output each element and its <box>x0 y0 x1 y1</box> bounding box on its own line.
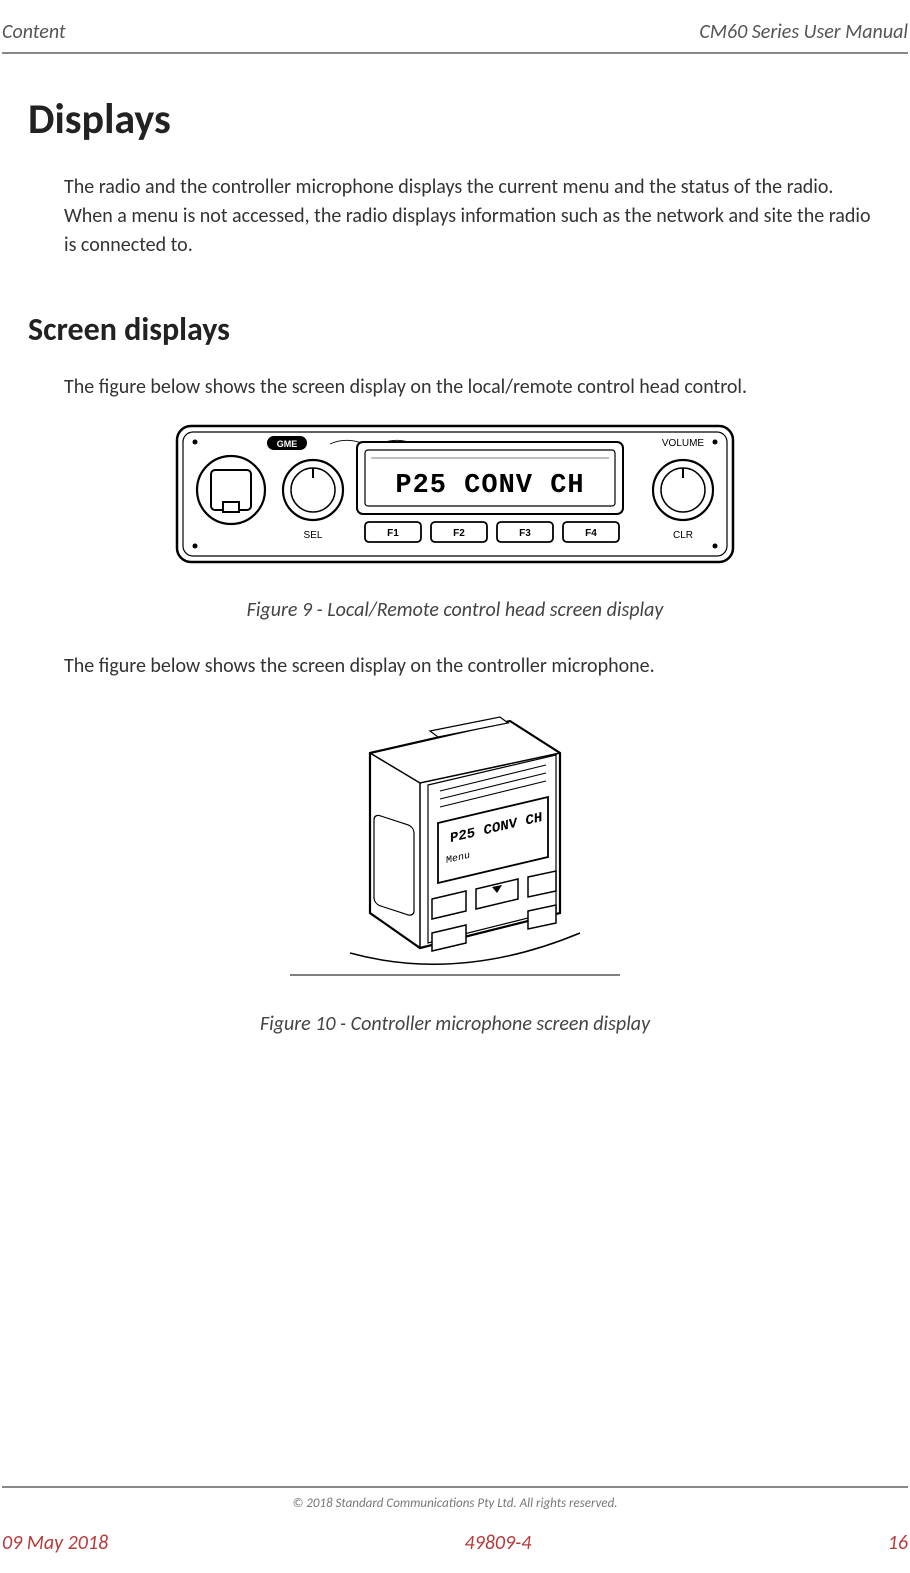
footer-center: 49809-4 <box>464 1531 531 1555</box>
footer-right: 16 <box>888 1531 908 1555</box>
label-clr: CLR <box>673 530 693 541</box>
label-sel: SEL <box>304 530 323 541</box>
paragraph-mic: The figure below shows the screen displa… <box>28 652 882 681</box>
label-brand: GME <box>277 439 298 449</box>
figure-10: P25 CONV CH Menu <box>28 703 882 998</box>
intro-paragraph: The radio and the controller microphone … <box>28 173 882 260</box>
footer-copyright: © 2018 Standard Communications Pty Ltd. … <box>0 1496 910 1511</box>
lcd-text: P25 CONV CH <box>395 471 584 501</box>
microphone-illustration: P25 CONV CH Menu <box>270 703 640 993</box>
figure-10-caption: Figure 10 - Controller microphone screen… <box>28 1012 882 1036</box>
heading-displays: Displays <box>28 94 882 145</box>
label-volume: VOLUME <box>662 438 705 449</box>
btn-f3: F3 <box>519 528 531 539</box>
page-header: Content CM60 Series User Manual <box>0 20 910 52</box>
btn-f4: F4 <box>585 528 597 539</box>
footer-rule <box>2 1486 908 1488</box>
page-footer: © 2018 Standard Communications Pty Ltd. … <box>0 1486 910 1555</box>
btn-f2: F2 <box>453 528 465 539</box>
figure-9-caption: Figure 9 - Local/Remote control head scr… <box>28 598 882 622</box>
heading-screen-displays: Screen displays <box>28 310 882 349</box>
figure-9: SEL GME P25 CONV CH F1 F2 <box>28 424 882 584</box>
control-head-illustration: SEL GME P25 CONV CH F1 F2 <box>175 424 735 579</box>
header-right: CM60 Series User Manual <box>699 20 908 44</box>
footer-left: 09 May 2018 <box>2 1531 108 1555</box>
page-body: Displays The radio and the controller mi… <box>0 54 910 1036</box>
header-left: Content <box>2 20 66 44</box>
paragraph-control-head: The figure below shows the screen displa… <box>28 373 882 402</box>
btn-f1: F1 <box>387 528 399 539</box>
page: Content CM60 Series User Manual Displays… <box>0 0 910 1573</box>
